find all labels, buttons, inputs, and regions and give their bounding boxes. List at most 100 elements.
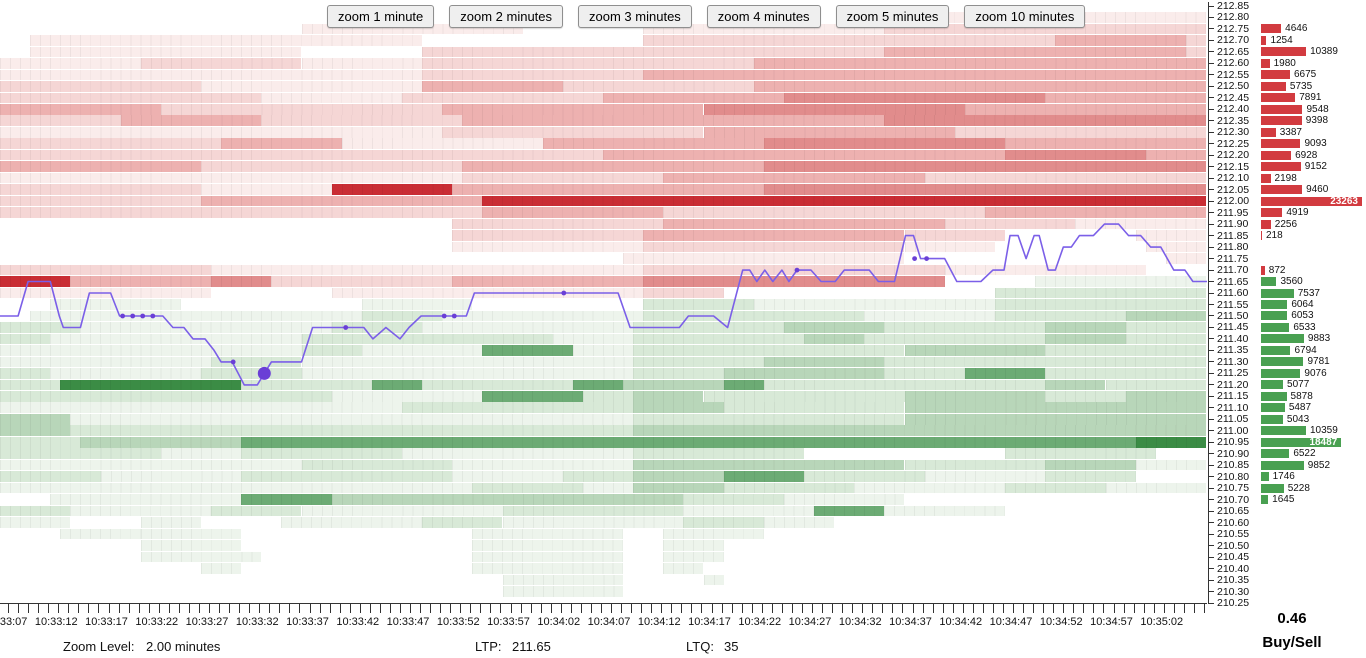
heat-cell-run (0, 58, 141, 69)
heat-cell-run (30, 310, 362, 322)
heat-cell-run (472, 482, 583, 494)
price-tick (1208, 258, 1214, 260)
heat-cell-run (241, 436, 1136, 448)
heat-cell-run (482, 345, 573, 356)
ask-bar (1261, 93, 1296, 103)
time-tick (1103, 604, 1105, 613)
price-label: 211.45 (1217, 321, 1249, 334)
time-tick (410, 604, 411, 613)
time-tick (751, 604, 753, 613)
heat-cell-run (50, 333, 302, 345)
price-label: 211.50 (1217, 309, 1249, 322)
time-tick (721, 604, 723, 613)
time-tick (279, 604, 281, 613)
heat-cell-run (994, 287, 1206, 299)
heat-cell-run (1075, 218, 1206, 230)
price-label: 210.50 (1217, 539, 1250, 552)
time-tick (611, 604, 612, 613)
heat-cell-run (502, 574, 624, 586)
heat-cell-run (663, 172, 925, 184)
qty-label: 5735 (1289, 80, 1313, 92)
qty-label: 4919 (1286, 207, 1309, 219)
time-label: 10:34:47 (989, 616, 1033, 628)
zoom-5-minutes-button[interactable]: zoom 5 minutes (835, 5, 950, 28)
heat-cell-run (422, 379, 573, 391)
heat-cell-run (482, 195, 1206, 207)
heat-cell-run (904, 413, 1206, 425)
time-label: 10:33:52 (436, 616, 480, 628)
qty-label: 6675 (1293, 69, 1317, 81)
bid-bar (1261, 322, 1290, 332)
heat-cell-run (462, 161, 764, 172)
heat-cell-run (70, 505, 212, 517)
price-tick (1208, 281, 1214, 283)
heat-cell-run (633, 471, 724, 482)
zoom-10-minutes-button[interactable]: zoom 10 minutes (964, 5, 1086, 28)
heat-cell-run (703, 103, 965, 115)
zoom-3-minutes-button[interactable]: zoom 3 minutes (578, 5, 692, 28)
heat-cell-run (703, 126, 955, 138)
heat-cell-run (1045, 459, 1136, 471)
heat-cell-run (0, 413, 71, 425)
time-tick (872, 604, 874, 613)
time-tick (1173, 604, 1175, 613)
price-tick (1208, 476, 1214, 478)
heat-cell-run (683, 517, 764, 528)
heat-cell-run (0, 459, 302, 471)
price-tick (1208, 499, 1214, 501)
qty-label: 1645 (1272, 494, 1295, 506)
heat-cell-run (0, 333, 51, 345)
price-label: 212.50 (1217, 80, 1250, 93)
price-tick (1208, 556, 1214, 558)
qty-label: 1254 (1270, 34, 1293, 46)
heat-cell-run (643, 299, 754, 310)
heat-cell-run (482, 207, 664, 218)
heat-cell-run (241, 494, 332, 505)
time-tick (580, 604, 582, 613)
zoom-2-minutes-button[interactable]: zoom 2 minutes (449, 5, 564, 28)
bid-bar (1261, 391, 1287, 401)
time-tick (98, 604, 100, 613)
zoom-1-minute-button[interactable]: zoom 1 minute (327, 5, 435, 28)
qty-label: 9548 (1306, 103, 1329, 115)
heat-cell-run (683, 505, 815, 517)
time-tick (1033, 604, 1035, 613)
time-tick (1023, 604, 1025, 613)
time-tick (1093, 604, 1095, 613)
heat-cell-run (452, 218, 664, 230)
heat-cell-run (623, 379, 724, 391)
heat-cell-run (994, 299, 1206, 310)
qty-label: 10389 (1310, 46, 1338, 58)
time-tick (18, 604, 20, 613)
heat-cell-run (1045, 92, 1206, 104)
heat-cell-run (603, 149, 1005, 161)
price-label: 212.10 (1217, 172, 1250, 185)
time-tick (198, 604, 200, 613)
heat-cell-run (402, 92, 603, 104)
heat-cell-run (804, 333, 865, 345)
heat-cell-run (211, 276, 272, 287)
bid-bar (1261, 403, 1285, 413)
heat-cell-run (633, 402, 724, 414)
heat-cell-run (462, 172, 664, 184)
time-tick (1133, 604, 1135, 613)
heat-cell-run (0, 448, 161, 459)
qty-label: 3560 (1280, 276, 1303, 288)
bid-bar (1261, 334, 1304, 344)
time-tick (600, 604, 602, 613)
heat-cell-run (211, 264, 644, 276)
price-label: 212.55 (1217, 68, 1250, 81)
time-tick (922, 604, 924, 613)
heat-cell-run (301, 459, 453, 471)
time-tick (1053, 604, 1055, 613)
time-tick (48, 604, 50, 613)
ask-bar (1261, 265, 1265, 275)
zoom-4-minutes-button[interactable]: zoom 4 minutes (706, 5, 821, 28)
heat-cell-run (783, 322, 885, 333)
price-label: 211.30 (1217, 355, 1249, 368)
price-label: 210.30 (1217, 585, 1250, 598)
heat-cell-run (402, 448, 634, 459)
price-label: 211.95 (1217, 206, 1249, 219)
time-tick (1013, 604, 1014, 613)
heat-cell-run (572, 345, 634, 356)
